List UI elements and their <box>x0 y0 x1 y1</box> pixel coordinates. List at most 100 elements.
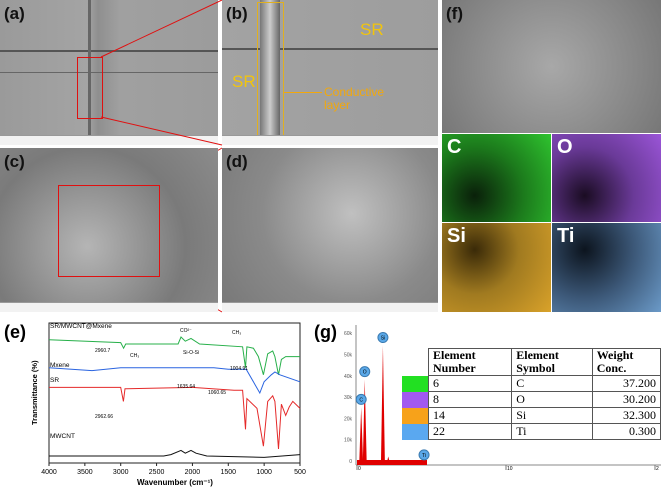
spectrum-peak <box>362 379 367 465</box>
element-label: Si <box>447 225 466 247</box>
element-symbol: C <box>511 375 593 392</box>
peak-label: C <box>359 397 363 403</box>
weight-conc: 30.200 <box>591 391 661 408</box>
x-tick-label: 0 <box>358 466 361 472</box>
y-tick-label: 20k <box>344 416 353 422</box>
spectrum-baseline <box>357 460 427 465</box>
peak-annotation: 1635.64 <box>177 384 195 390</box>
y-tick-label: 50k <box>344 353 353 359</box>
element-label: C <box>447 136 462 158</box>
color-swatch <box>402 423 429 440</box>
y-tick-label: 0 <box>349 459 352 465</box>
peak-label: Si <box>381 336 385 342</box>
eds-map-o: O <box>552 134 661 222</box>
peak-label: Ti <box>422 453 426 459</box>
series-label: Mxene <box>50 362 70 369</box>
weight-conc: 37.200 <box>591 375 661 392</box>
eds-map-si: Si <box>442 223 551 312</box>
peak-annotation: 2962.66 <box>95 414 113 420</box>
peak-annotation: Si-O-Si <box>183 350 199 356</box>
sr-label: SR <box>232 72 256 91</box>
scale-bar <box>0 302 218 312</box>
peak-label: O <box>363 370 367 376</box>
y-tick-label: 10k <box>344 438 353 444</box>
series-label: SR <box>50 377 59 384</box>
panel-label: (e) <box>4 322 26 342</box>
sem-image-f: (f) <box>442 0 661 133</box>
series-label: MWCNT <box>50 433 75 440</box>
table-row: 6 C 37.200 <box>402 375 661 392</box>
peak-annotation: CH₃ <box>232 330 241 336</box>
table-row: 22 Ti 0.300 <box>402 423 661 440</box>
element-number: 22 <box>427 423 513 440</box>
color-swatch <box>402 375 429 392</box>
series-line <box>49 449 301 458</box>
scale-bar <box>222 135 438 145</box>
element-number: 8 <box>427 391 513 408</box>
series-line <box>49 386 301 450</box>
peak-marker-icon <box>359 366 371 378</box>
spectrum-peak <box>359 407 364 465</box>
eds-map-ti: Ti <box>552 223 661 312</box>
series-line <box>48 367 301 395</box>
table-row: 8 O 30.200 <box>402 391 661 408</box>
conductive-layer-label: Conductive layer <box>324 85 385 112</box>
x-tick-label: 500 <box>294 469 306 476</box>
series-line <box>48 336 300 375</box>
table-row: 14 Si 32.300 <box>402 407 661 424</box>
element-label: Ti <box>557 225 575 247</box>
x-tick-label: 10 <box>507 466 513 472</box>
x-tick-label: 2000 <box>185 469 201 476</box>
scale-bar <box>222 302 438 312</box>
panel-label: (a) <box>4 4 25 23</box>
sem-image-d: (d) <box>222 148 438 312</box>
x-axis-label: Wavenumber (cm⁻¹) <box>137 478 213 487</box>
sem-image-a: (a) <box>0 0 218 145</box>
sem-image-b: (b) SR SR Conductive layer <box>222 0 438 145</box>
peak-annotation: 1004.91 <box>230 366 248 372</box>
table-header: Element Symbol <box>511 348 593 376</box>
element-symbol: Si <box>511 407 593 424</box>
scale-bar <box>0 135 218 145</box>
sr-label: SR <box>360 20 384 39</box>
eds-spectrum: 0 10k 20k 30k 40k 50k 60k 0 10 2 C O Si Ti <box>344 325 661 472</box>
peak-annotation: 1060.65 <box>208 390 226 396</box>
peak-marker-icon <box>377 332 389 344</box>
element-table: Element Number Element Symbol Weight Conc.… <box>402 348 661 440</box>
panel-label: (g) <box>314 322 337 342</box>
weight-conc: 0.300 <box>591 423 661 440</box>
eds-map-c: C <box>442 134 551 222</box>
weight-conc: 32.300 <box>591 407 661 424</box>
zoom-box <box>77 57 103 119</box>
y-tick-label: 30k <box>344 395 353 401</box>
x-tick-label: 3500 <box>77 469 93 476</box>
table-header: Element Number <box>427 348 513 376</box>
peak-marker-icon <box>355 393 367 405</box>
peak-annotation: CO²⁻ <box>180 328 192 334</box>
peak-annotation: 2960.7 <box>95 348 111 354</box>
y-tick-label: 40k <box>344 374 353 380</box>
element-label: O <box>557 136 573 158</box>
series-label: SR/MWCNT@Mxene <box>50 323 112 330</box>
peak-marker-icon <box>418 449 430 461</box>
panel-label: (b) <box>226 4 248 23</box>
color-swatch <box>402 407 429 424</box>
zoom-box <box>58 185 160 277</box>
y-tick-label: 60k <box>344 331 353 337</box>
x-tick-label: 2 <box>656 466 659 472</box>
color-swatch <box>402 391 429 408</box>
plot-frame <box>48 322 301 464</box>
spectrum-peak <box>380 345 385 465</box>
panel-label: (c) <box>4 152 25 171</box>
x-tick-label: 1500 <box>220 469 236 476</box>
ftir-chart: 4000 3500 3000 2500 2000 1500 1000 500 SR/MWCNT@… <box>30 322 306 487</box>
y-axis-label: Transmittance (%) <box>30 360 39 425</box>
panel-label: (d) <box>226 152 248 171</box>
peak-annotation: CH₃ <box>130 353 139 359</box>
x-tick-label: 2500 <box>149 469 165 476</box>
sem-image-c: (c) <box>0 148 218 312</box>
panel-label: (f) <box>446 4 463 23</box>
x-tick-label: 3000 <box>113 469 129 476</box>
x-tick-label: 4000 <box>41 469 57 476</box>
x-tick-label: 1000 <box>256 469 272 476</box>
